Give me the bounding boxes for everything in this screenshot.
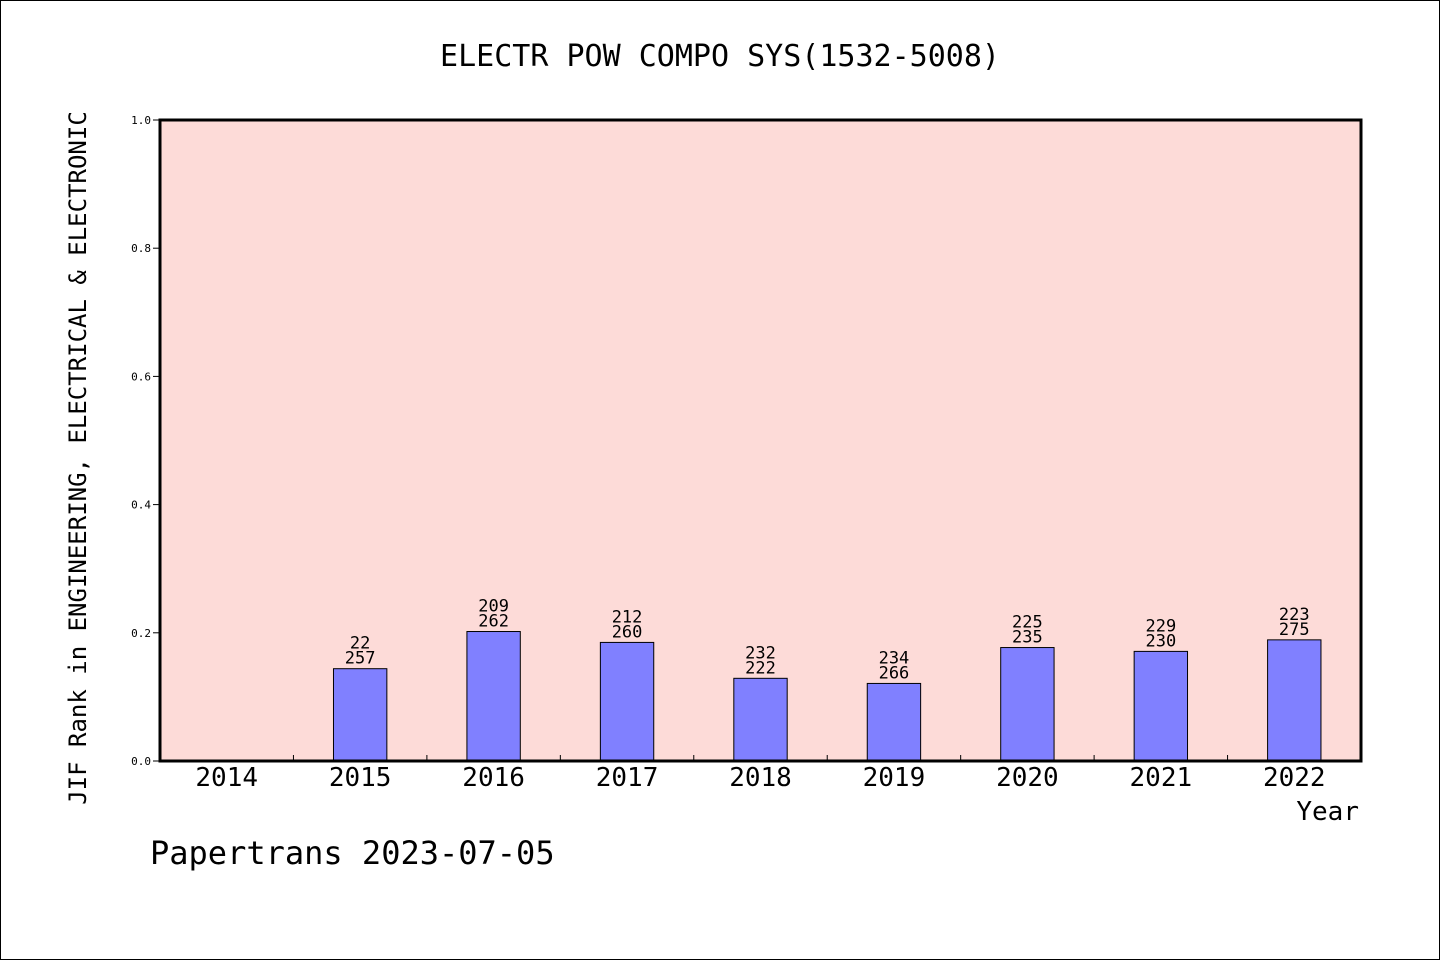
x-tick-label: 2014 bbox=[195, 763, 258, 793]
bars bbox=[332, 631, 1322, 762]
y-tick-label: 0.0 bbox=[131, 755, 151, 768]
bar-2018 bbox=[733, 677, 788, 762]
bar-rank-label: 234 bbox=[879, 648, 910, 668]
bar-2015 bbox=[332, 668, 388, 762]
chart-title: ELECTR POW COMPO SYS(1532-5008) bbox=[440, 39, 1000, 74]
x-tick-label: 2017 bbox=[596, 763, 659, 793]
bar-total-label: 275 bbox=[1279, 620, 1310, 640]
y-tick-label: 0.8 bbox=[131, 242, 151, 255]
footer-credit: Papertrans 2023-07-05 bbox=[150, 834, 555, 872]
bar-total-label: 266 bbox=[879, 663, 910, 683]
y-tick-label: 0.6 bbox=[131, 370, 151, 383]
bar-2017 bbox=[599, 641, 655, 762]
y-axis-ticks: 0.0 0.2 0.4 0.6 0.8 1.0 bbox=[131, 114, 160, 768]
bar-total-label: 262 bbox=[478, 612, 509, 632]
x-axis-ticks: 2014 2015 2016 2017 2018 2019 2020 2021 2022 bbox=[195, 755, 1326, 793]
bar-total-label: 260 bbox=[612, 622, 643, 642]
bar-rank-label: 225 bbox=[1012, 613, 1043, 633]
y-tick-label: 0.2 bbox=[131, 627, 151, 640]
bar-total-label: 235 bbox=[1012, 628, 1043, 648]
x-axis-label: Year bbox=[1296, 797, 1359, 827]
bar-total-label: 257 bbox=[345, 649, 376, 669]
y-tick-label: 1.0 bbox=[131, 114, 151, 127]
bar-2022 bbox=[1267, 639, 1322, 762]
x-tick-label: 2022 bbox=[1263, 763, 1326, 793]
bar-total-label: 222 bbox=[745, 658, 776, 678]
y-axis-label: JIF Rank in ENGINEERING, ELECTRICAL & EL… bbox=[64, 111, 92, 805]
bar-2021 bbox=[1133, 650, 1189, 762]
x-tick-label: 2020 bbox=[996, 763, 1059, 793]
bar-rank-label: 229 bbox=[1145, 616, 1176, 636]
x-tick-label: 2016 bbox=[462, 763, 525, 793]
plot-frame bbox=[158, 118, 1363, 763]
bar-2016 bbox=[466, 631, 521, 762]
bar-rank-label: 212 bbox=[612, 607, 643, 627]
bar-rank-label: 223 bbox=[1279, 605, 1310, 625]
bar-total-label: 230 bbox=[1145, 631, 1176, 651]
bar-2020 bbox=[1000, 647, 1055, 762]
x-tick-label: 2018 bbox=[729, 763, 792, 793]
y-tick-label: 0.4 bbox=[131, 499, 151, 512]
bar-rank-label: 232 bbox=[745, 643, 776, 663]
bar-rank-label: 22 bbox=[350, 634, 370, 654]
x-tick-label: 2019 bbox=[863, 763, 926, 793]
bar-2019 bbox=[866, 682, 922, 762]
x-tick-label: 2021 bbox=[1130, 763, 1193, 793]
bar-rank-label: 209 bbox=[478, 597, 509, 617]
x-tick-label: 2015 bbox=[329, 763, 392, 793]
